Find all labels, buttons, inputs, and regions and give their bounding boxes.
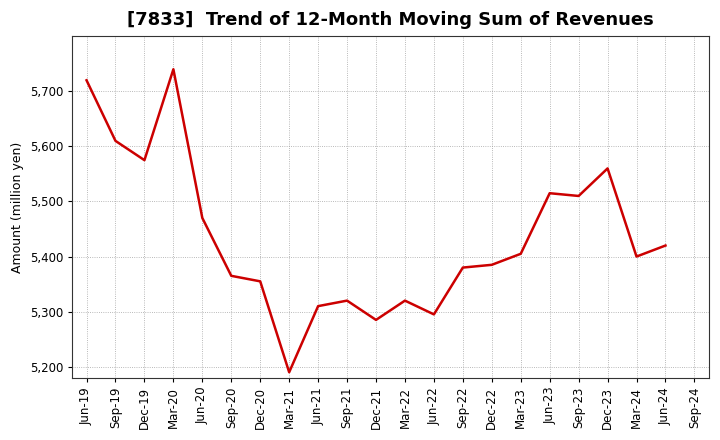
- Title: [7833]  Trend of 12-Month Moving Sum of Revenues: [7833] Trend of 12-Month Moving Sum of R…: [127, 11, 654, 29]
- Y-axis label: Amount (million yen): Amount (million yen): [11, 141, 24, 273]
